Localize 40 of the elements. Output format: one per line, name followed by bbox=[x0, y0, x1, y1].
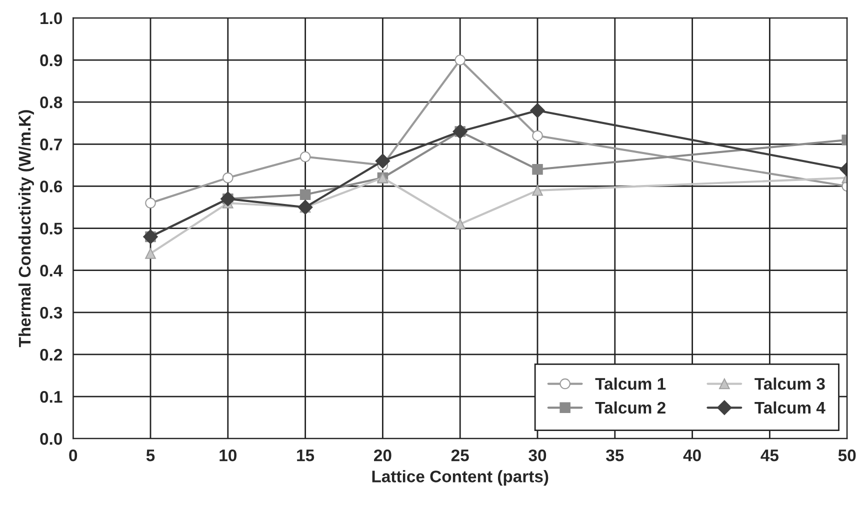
point bbox=[300, 151, 311, 162]
x-tick-label: 15 bbox=[297, 450, 314, 462]
legend-label: Talcum 2 bbox=[595, 401, 666, 414]
point bbox=[222, 172, 234, 184]
y-tick-label: 0.7 bbox=[40, 138, 62, 150]
y-tick-label: 0.6 bbox=[40, 180, 62, 192]
x-tick-label: 45 bbox=[760, 450, 779, 462]
x-tick-label: 25 bbox=[451, 449, 469, 462]
point bbox=[145, 198, 156, 208]
legend-label: Talcum 3 bbox=[754, 378, 825, 390]
y-tick-label: 0.1 bbox=[40, 390, 62, 403]
x-tick-label: 50 bbox=[838, 449, 856, 462]
y-tick-label: 0.4 bbox=[40, 264, 63, 277]
y-tick-label: 0.2 bbox=[40, 348, 62, 361]
y-tick-label: 0.9 bbox=[40, 54, 62, 66]
point bbox=[454, 54, 466, 66]
y-axis-title: Thermal Conductivity (W/m.K) bbox=[18, 110, 34, 348]
x-tick-label: 5 bbox=[146, 450, 155, 462]
x-tick-label: 10 bbox=[220, 449, 236, 462]
legend-label: Talcum 4 bbox=[754, 401, 826, 414]
x-tick-label: 40 bbox=[683, 449, 701, 462]
x-tick-label: 35 bbox=[606, 449, 624, 462]
x-axis-title: Lattice Content (parts) bbox=[372, 470, 548, 486]
point bbox=[454, 218, 466, 230]
point bbox=[532, 130, 543, 142]
y-tick-label: 0.5 bbox=[40, 222, 62, 234]
x-tick-label: 20 bbox=[374, 449, 392, 462]
y-tick-label: 0.8 bbox=[40, 96, 62, 108]
legend-label: Talcum 1 bbox=[595, 378, 666, 390]
y-tick-label: 0.3 bbox=[40, 306, 62, 319]
point bbox=[530, 103, 545, 118]
point bbox=[145, 248, 156, 259]
x-tick-label: 0 bbox=[69, 449, 78, 462]
point bbox=[532, 185, 543, 196]
x-tick-label: 30 bbox=[528, 449, 546, 462]
y-tick-label: 1.0 bbox=[40, 12, 62, 24]
point bbox=[532, 164, 543, 175]
y-tick-label: 0.0 bbox=[40, 433, 62, 445]
point bbox=[300, 189, 311, 200]
point bbox=[375, 154, 390, 168]
